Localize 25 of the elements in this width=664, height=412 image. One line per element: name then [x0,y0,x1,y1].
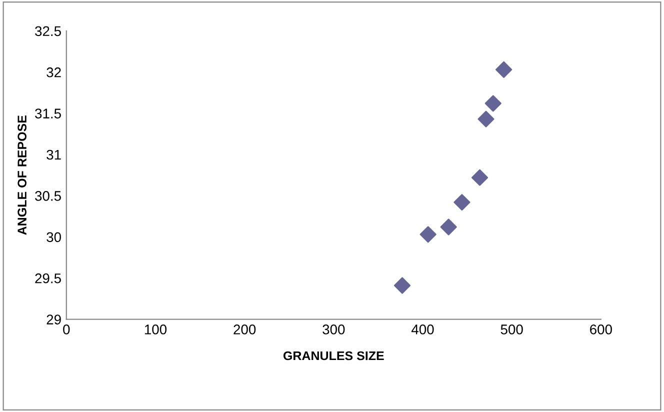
y-tick-label: 30 [46,232,61,242]
point [484,95,502,112]
point [496,61,512,78]
y-tick-label: 32 [46,67,61,78]
point [471,169,488,186]
y-tick-label: 31 [46,150,61,160]
y-tick-label: 29 [46,314,61,324]
point [478,110,494,128]
x-tick-label: 0 [63,324,70,334]
point [454,194,470,211]
x-axis-title: GRANULES SIZE [283,351,384,360]
y-axis-title: ANGLE OF REPOSE [18,116,26,235]
point [394,277,411,294]
y-tick-label: 32.5 [35,26,61,36]
x-tick-label: 600 [590,324,612,334]
x-tick-label: 500 [500,324,523,334]
point [440,218,457,236]
y-tick-label: 30.5 [35,191,61,201]
x-tick-label: 100 [144,324,167,334]
y-tick-label: 31.5 [35,108,61,118]
x-tick-label: 200 [234,324,256,334]
x-tick-label: 400 [411,324,434,334]
x-tick-label: 300 [322,324,345,334]
y-tick-label: 29.5 [35,273,61,284]
point [420,226,436,243]
